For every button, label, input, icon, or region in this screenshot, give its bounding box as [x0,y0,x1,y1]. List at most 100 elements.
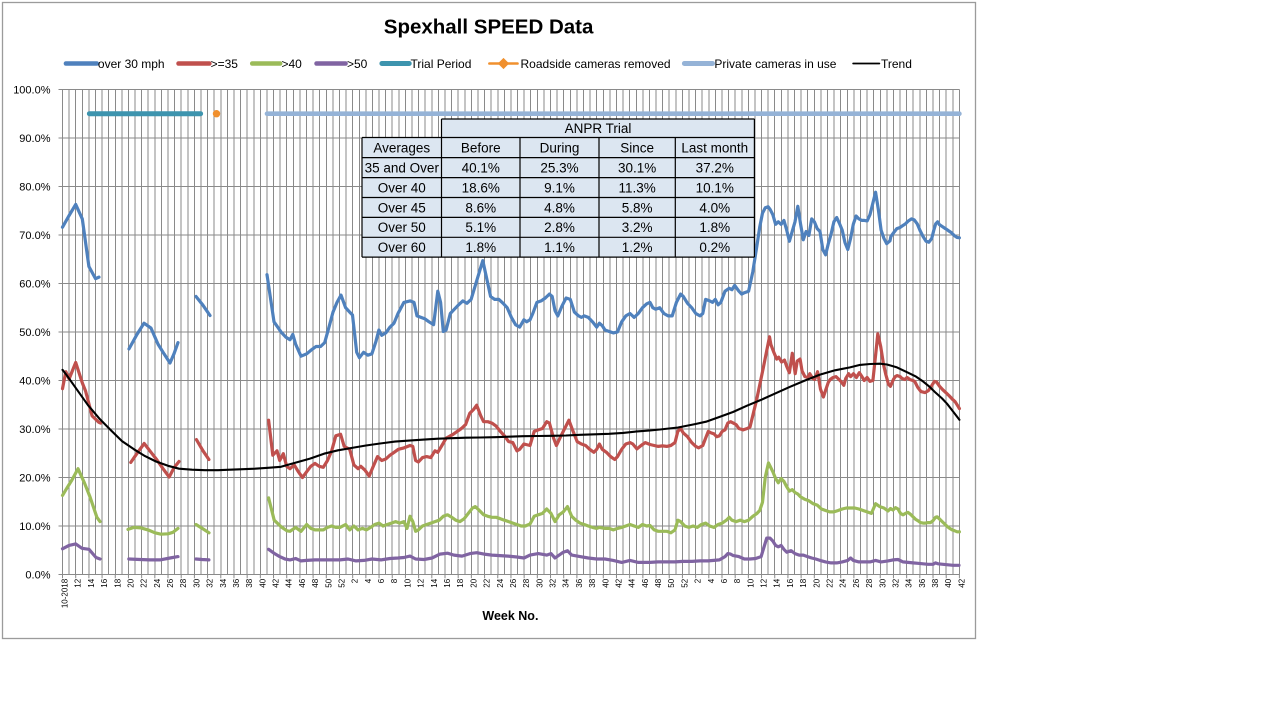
svg-text:ANPR Trial: ANPR Trial [565,121,632,136]
svg-text:26: 26 [166,578,175,587]
svg-text:Trend: Trend [881,57,912,71]
svg-text:2.8%: 2.8% [544,220,575,235]
svg-text:>40: >40 [282,57,303,71]
svg-text:Since: Since [620,140,654,155]
svg-text:34: 34 [562,578,571,587]
svg-text:50: 50 [324,578,333,587]
svg-text:80.0%: 80.0% [19,181,50,193]
svg-text:12: 12 [74,578,83,587]
svg-text:36: 36 [232,578,241,587]
svg-text:100.0%: 100.0% [13,84,51,96]
svg-text:38: 38 [931,578,940,587]
svg-text:Spexhall SPEED Data: Spexhall SPEED Data [384,16,594,39]
svg-text:Averages: Averages [373,140,430,155]
svg-text:34: 34 [905,578,914,587]
svg-text:Over 40: Over 40 [378,180,426,195]
svg-text:4: 4 [364,578,373,583]
svg-text:40.1%: 40.1% [462,161,500,176]
svg-text:Over 50: Over 50 [378,220,426,235]
svg-text:4: 4 [707,578,716,583]
svg-text:38: 38 [588,578,597,587]
svg-text:46: 46 [641,578,650,587]
svg-text:Private cameras in use: Private cameras in use [714,57,836,71]
svg-text:24: 24 [496,578,505,587]
svg-text:30: 30 [535,578,544,587]
svg-text:32: 32 [206,578,215,587]
svg-text:11.3%: 11.3% [618,180,655,195]
svg-text:4.0%: 4.0% [699,200,730,215]
svg-text:2: 2 [694,578,703,583]
svg-text:30.1%: 30.1% [618,161,656,176]
svg-text:14: 14 [773,578,782,587]
svg-text:>50: >50 [347,57,368,71]
svg-text:18: 18 [456,578,465,587]
svg-text:1.2%: 1.2% [622,240,653,255]
svg-text:10-2018: 10-2018 [61,578,70,608]
svg-text:50.0%: 50.0% [19,327,50,339]
svg-text:6: 6 [720,578,729,583]
svg-text:35 and Over: 35 and Over [365,161,440,176]
svg-text:48: 48 [654,578,663,587]
svg-text:90.0%: 90.0% [19,133,50,145]
svg-text:18: 18 [113,578,122,587]
svg-text:4.8%: 4.8% [544,200,575,215]
svg-text:10.1%: 10.1% [696,180,734,195]
svg-text:Roadside cameras removed: Roadside cameras removed [521,57,671,71]
svg-text:52: 52 [338,578,347,587]
svg-text:30: 30 [192,578,201,587]
svg-text:5.1%: 5.1% [465,220,496,235]
svg-text:40: 40 [258,578,267,587]
svg-text:42: 42 [957,578,966,587]
svg-text:over 30 mph: over 30 mph [98,57,165,71]
svg-text:1.8%: 1.8% [699,220,730,235]
svg-text:Trial Period: Trial Period [411,57,472,71]
svg-text:28: 28 [865,578,874,587]
svg-text:16: 16 [786,578,795,587]
svg-text:10: 10 [403,578,412,587]
svg-text:Week No.: Week No. [482,609,538,623]
svg-text:60.0%: 60.0% [19,278,50,290]
svg-text:5.8%: 5.8% [622,200,653,215]
svg-text:40: 40 [944,578,953,587]
svg-text:20: 20 [469,578,478,587]
svg-text:18.6%: 18.6% [462,180,500,195]
svg-text:24: 24 [839,578,848,587]
svg-text:0.0%: 0.0% [25,570,50,582]
svg-text:20.0%: 20.0% [19,473,50,485]
svg-text:22: 22 [140,578,149,587]
svg-text:0.2%: 0.2% [699,240,730,255]
svg-text:40: 40 [601,578,610,587]
svg-text:3.2%: 3.2% [622,220,653,235]
svg-text:Before: Before [461,140,501,155]
svg-text:9.1%: 9.1% [544,180,575,195]
svg-text:10.0%: 10.0% [19,521,50,533]
svg-text:36: 36 [918,578,927,587]
svg-text:42: 42 [615,578,624,587]
svg-text:30: 30 [878,578,887,587]
svg-text:Last month: Last month [681,140,748,155]
svg-text:26: 26 [852,578,861,587]
svg-text:50: 50 [667,578,676,587]
svg-text:30.0%: 30.0% [19,424,50,436]
svg-text:10: 10 [746,578,755,587]
svg-text:18: 18 [799,578,808,587]
svg-text:38: 38 [245,578,254,587]
svg-text:14: 14 [430,578,439,587]
svg-text:26: 26 [509,578,518,587]
svg-text:36: 36 [575,578,584,587]
svg-text:14: 14 [87,578,96,587]
svg-text:44: 44 [285,578,294,587]
svg-text:25.3%: 25.3% [540,161,578,176]
svg-text:1.8%: 1.8% [465,240,496,255]
svg-text:6: 6 [377,578,386,583]
svg-text:37.2%: 37.2% [696,161,734,176]
svg-text:48: 48 [311,578,320,587]
svg-text:Over 60: Over 60 [378,240,426,255]
svg-text:>=35: >=35 [211,57,239,71]
svg-text:28: 28 [522,578,531,587]
svg-text:16: 16 [443,578,452,587]
svg-text:34: 34 [219,578,228,587]
svg-text:42: 42 [272,578,281,587]
svg-text:52: 52 [680,578,689,587]
svg-text:70.0%: 70.0% [19,230,50,242]
